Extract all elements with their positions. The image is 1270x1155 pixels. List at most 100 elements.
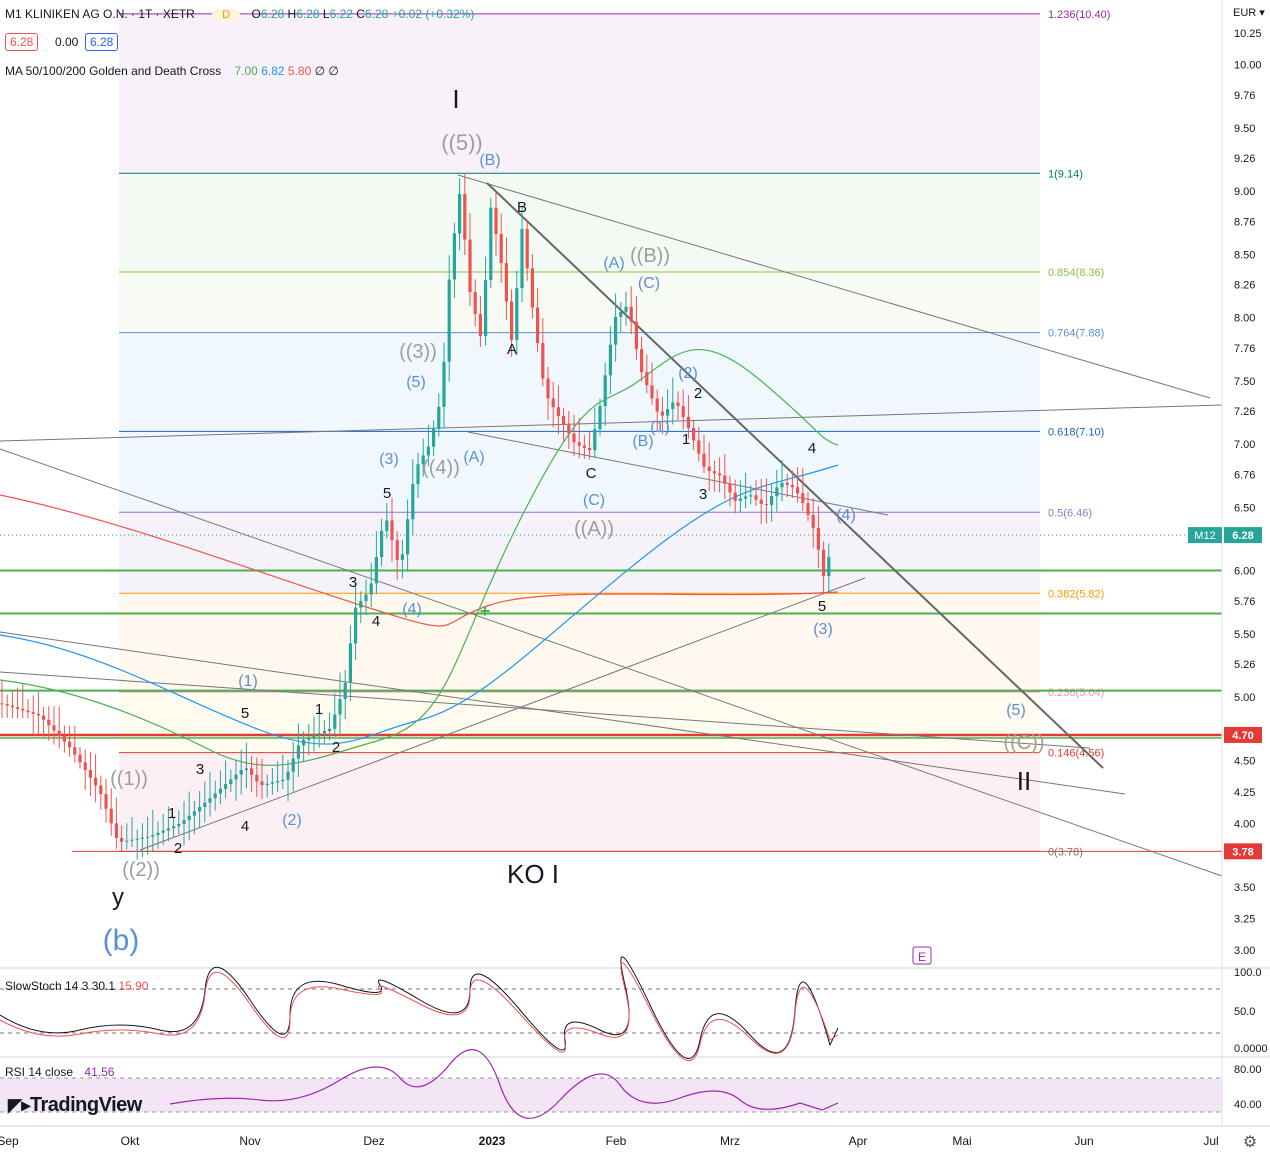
candle	[42, 707, 46, 737]
candle	[130, 816, 134, 848]
sell-price-pill[interactable]: 6.28	[5, 33, 39, 51]
candle-body	[754, 495, 758, 500]
stoch-legend[interactable]: SlowStoch 14 3 30.1 15.90	[5, 979, 148, 993]
candle-body	[686, 417, 690, 428]
trendline	[0, 448, 1223, 877]
candle	[473, 279, 477, 327]
candle-body	[718, 473, 722, 476]
candle	[686, 395, 690, 439]
wave-label: (b)	[103, 924, 140, 957]
ma100-value: 6.82	[261, 64, 285, 78]
candle-body	[692, 427, 696, 441]
candle-body	[395, 540, 399, 560]
candle-body	[354, 607, 358, 644]
candle-body	[634, 321, 638, 350]
candle	[806, 491, 810, 522]
earnings-marker: E	[912, 946, 932, 965]
candle	[676, 391, 680, 420]
price-tick: 4.25	[1234, 787, 1255, 799]
candle	[36, 691, 40, 734]
candle-body	[593, 429, 597, 451]
candle	[489, 197, 493, 289]
price-tick: 3.50	[1234, 882, 1255, 894]
candle-body	[473, 292, 477, 315]
candle-body	[224, 784, 228, 789]
candle	[208, 771, 212, 817]
candle	[593, 407, 597, 458]
ma-legend[interactable]: MA 50/100/200 Golden and Death Cross 7.0…	[5, 64, 339, 78]
indicator-panes	[0, 956, 1270, 1127]
golden-cross-marker: +	[480, 601, 491, 621]
candle-body	[218, 788, 222, 794]
price-tick: 6.00	[1234, 566, 1255, 578]
wave-label: ((3))	[399, 341, 437, 363]
candle	[192, 800, 196, 835]
candle-body	[546, 378, 550, 399]
candle	[442, 342, 446, 429]
wave-label: 4	[808, 440, 816, 457]
candle	[161, 813, 165, 846]
candle	[525, 219, 529, 281]
wave-label: 4	[241, 818, 249, 835]
candle-body	[749, 495, 753, 497]
level-470-badge-bg	[1224, 726, 1262, 743]
candle-body	[338, 699, 342, 715]
candle-body	[213, 793, 217, 799]
price-tick: 8.00	[1234, 313, 1255, 325]
rsi-legend[interactable]: RSI 14 close 41.56	[5, 1065, 114, 1079]
time-tick: 2023	[479, 1134, 506, 1148]
candle-body	[16, 707, 20, 709]
price-tick: 4.50	[1234, 755, 1255, 767]
indicator-tick: 80.00	[1234, 1064, 1262, 1076]
candle-body	[161, 830, 165, 833]
wave-label: ((5))	[441, 130, 483, 155]
candle-body	[88, 770, 92, 778]
candle-body	[374, 557, 378, 584]
candle-body	[556, 407, 560, 417]
candle-body	[603, 375, 607, 407]
candle	[291, 741, 295, 792]
delay-badge[interactable]: D	[212, 9, 241, 21]
indicator-tick: 40.00	[1234, 1099, 1262, 1111]
candle-body	[452, 233, 456, 280]
candle	[775, 469, 779, 512]
wave-label: B	[517, 199, 527, 216]
candle-body	[125, 840, 129, 842]
level-378-badge-bg	[1224, 843, 1262, 860]
candle	[562, 407, 566, 442]
candle-body	[759, 499, 763, 505]
wave-label: ((2))	[122, 859, 160, 881]
settings-gear-icon[interactable]: ⚙	[1242, 1134, 1258, 1151]
candle	[796, 467, 800, 503]
candle	[348, 625, 352, 702]
stoch-d-value: 15.90	[118, 979, 149, 993]
candle	[276, 761, 280, 792]
fib-label: 0.764(7.88)	[1048, 328, 1104, 340]
ma100-line	[0, 464, 839, 745]
ma-visibility-icons[interactable]: ∅ ∅	[314, 64, 339, 78]
candle	[718, 457, 722, 493]
candle-body	[640, 349, 644, 373]
candle	[510, 289, 514, 357]
candle	[764, 478, 768, 524]
candle	[244, 742, 248, 789]
tradingview-logo[interactable]: ◤▸TradingView	[8, 1094, 142, 1117]
ma50-value: 7.00	[234, 64, 258, 78]
candle	[827, 543, 831, 592]
candle	[218, 770, 222, 805]
candle	[567, 411, 571, 449]
fib-band	[119, 512, 1040, 594]
wave-label: ((B))	[630, 245, 670, 267]
candle-body	[317, 733, 321, 736]
buy-price-pill[interactable]: 6.28	[85, 33, 119, 51]
candle-body	[47, 719, 51, 726]
indicator-tick: 0.0000	[1234, 1043, 1268, 1055]
candle	[702, 434, 706, 474]
candle	[650, 362, 654, 405]
candle	[57, 706, 61, 749]
candle-body	[26, 710, 30, 713]
wave-label: 2	[694, 385, 702, 402]
fib-lines: 1.236(10.40) 1(9.14) 0.854(8.36) 0.764(7.88…	[119, 9, 1110, 858]
